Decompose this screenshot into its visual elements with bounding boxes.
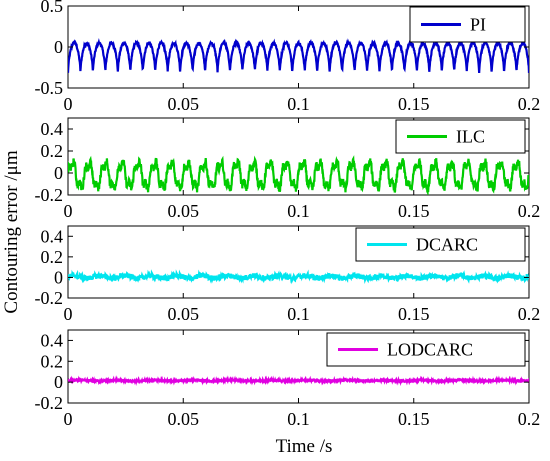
y-tick-label: 0	[54, 267, 63, 287]
series-line-dcarc	[68, 269, 529, 285]
x-tick-label: 0	[64, 304, 73, 324]
y-axis-label: Contouring error /μm	[1, 150, 22, 313]
y-tick-label: 0	[54, 37, 63, 57]
x-tick-label: 0	[64, 409, 73, 429]
legend-box	[326, 332, 526, 367]
legend: LODCARC	[326, 332, 526, 367]
x-tick-label: 0.05	[168, 409, 200, 429]
x-tick-label: 0.05	[168, 201, 200, 221]
x-tick-label: 0.2	[518, 201, 541, 221]
legend: ILC	[395, 119, 526, 154]
x-tick-label: 0.15	[398, 409, 430, 429]
series-line-ilc	[68, 155, 529, 195]
y-tick-label: 0	[54, 372, 63, 392]
legend-label: ILC	[456, 127, 485, 147]
x-tick-label: 0.1	[287, 201, 310, 221]
y-tick-label: 0.2	[41, 141, 64, 161]
series-line-lodcarc	[68, 375, 529, 387]
x-tick-label: 0.1	[287, 409, 310, 429]
x-tick-label: 0.05	[168, 94, 200, 114]
subplot-pi: 0 0.05 0.1 0.15 0.20.50-0.5PI	[35, 0, 541, 114]
y-tick-label: -0.2	[35, 393, 64, 413]
legend-label: LODCARC	[387, 340, 473, 360]
x-axis-label: Time /s	[276, 436, 333, 457]
y-tick-label: 0.4	[41, 330, 64, 350]
legend: PI	[409, 6, 526, 43]
series-line-pi	[68, 37, 529, 74]
x-tick-label: 0.2	[518, 409, 541, 429]
y-tick-label: 0.4	[41, 226, 64, 246]
legend-label: DCARC	[416, 235, 478, 255]
y-tick-label: 0.4	[41, 119, 64, 139]
y-tick-label: -0.2	[35, 185, 64, 205]
y-tick-label: 0	[54, 163, 63, 183]
legend-label: PI	[470, 15, 486, 35]
x-tick-label: 0.2	[518, 304, 541, 324]
legend: DCARC	[355, 227, 526, 262]
y-tick-label: 0.5	[41, 0, 64, 16]
x-tick-label: 0.15	[398, 94, 430, 114]
y-tick-label: 0.2	[41, 247, 64, 267]
x-tick-label: 0.15	[398, 304, 430, 324]
x-tick-label: 0.1	[287, 94, 310, 114]
y-tick-label: -0.2	[35, 288, 64, 308]
x-tick-label: 0.05	[168, 304, 200, 324]
x-tick-label: 0	[64, 94, 73, 114]
y-tick-label: 0.2	[41, 351, 64, 371]
x-tick-label: 0.1	[287, 304, 310, 324]
y-tick-label: -0.5	[35, 78, 64, 98]
x-tick-label: 0.2	[518, 94, 541, 114]
x-tick-label: 0.15	[398, 201, 430, 221]
x-tick-label: 0	[64, 201, 73, 221]
